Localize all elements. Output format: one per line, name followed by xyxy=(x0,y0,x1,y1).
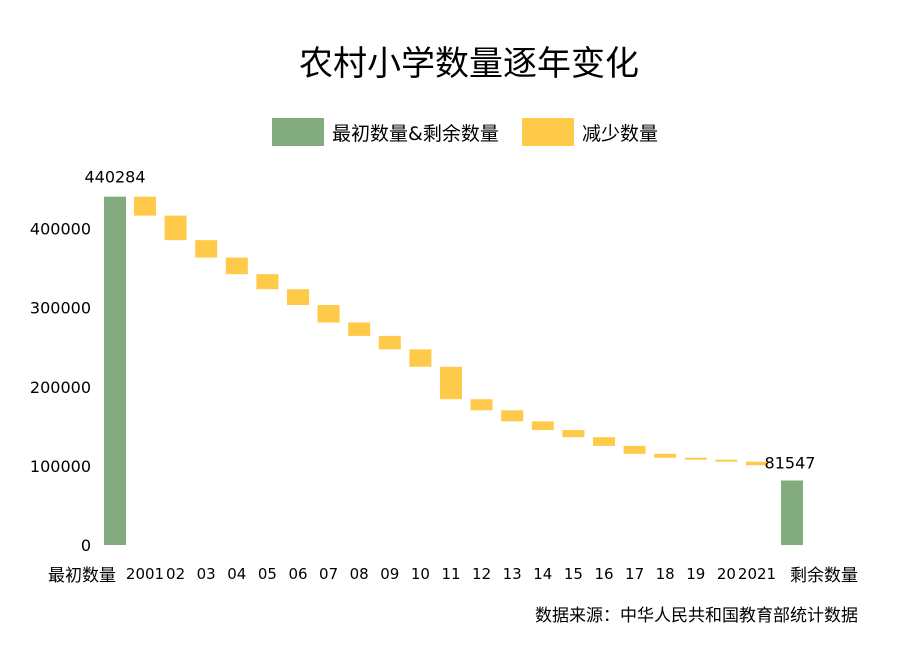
x-tick-label: 09 xyxy=(380,565,399,583)
x-tick-label: 2021 xyxy=(738,565,776,583)
bar-decrease xyxy=(562,430,585,438)
legend: 最初数量&剩余数量 减少数量 xyxy=(272,118,658,146)
chart-title: 农村小学数量逐年变化 xyxy=(299,44,639,84)
bar-decrease xyxy=(134,196,156,216)
bar-decrease xyxy=(164,215,187,241)
bars xyxy=(104,196,803,546)
y-tick-label: 100000 xyxy=(30,457,91,476)
x-tick-label: 2001 xyxy=(126,565,164,583)
x-tick-label: 12 xyxy=(472,565,491,583)
bar-decrease xyxy=(593,437,615,446)
bar-decrease xyxy=(531,421,554,431)
bar-decrease xyxy=(715,459,738,462)
x-tick-label: 04 xyxy=(227,565,246,583)
bar-decrease xyxy=(409,349,432,367)
x-label-initial: 最初数量 xyxy=(48,566,116,586)
value-label-initial: 440284 xyxy=(84,168,145,187)
x-tick-label: 15 xyxy=(564,565,583,583)
bar-decrease xyxy=(287,289,309,306)
x-tick-label: 17 xyxy=(625,565,644,583)
y-tick-label: 200000 xyxy=(30,378,91,397)
legend-swatch-decrease xyxy=(522,118,574,146)
x-label-final: 剩余数量 xyxy=(790,566,858,586)
bar-decrease xyxy=(654,453,677,458)
bar-decrease xyxy=(440,366,462,400)
x-tick-label: 07 xyxy=(319,565,338,583)
bar-decrease xyxy=(623,445,646,454)
bar-decrease xyxy=(501,410,524,422)
y-axis-ticks: 0 100000 200000 300000 400000 xyxy=(30,220,91,555)
bar-decrease xyxy=(746,461,768,466)
legend-label-totals: 最初数量&剩余数量 xyxy=(332,123,499,145)
x-tick-label: 10 xyxy=(411,565,430,583)
y-tick-label: 0 xyxy=(81,536,91,555)
x-tick-label: 14 xyxy=(533,565,552,583)
value-label-final: 81547 xyxy=(765,453,816,472)
legend-label-decrease: 减少数量 xyxy=(582,123,658,145)
bar-decrease xyxy=(684,457,707,460)
x-tick-label: 06 xyxy=(288,565,307,583)
bar-final xyxy=(781,480,803,545)
x-tick-label: 02 xyxy=(166,565,185,583)
legend-swatch-totals xyxy=(272,118,324,146)
bar-decrease xyxy=(317,305,340,323)
y-tick-label: 300000 xyxy=(30,299,91,318)
value-labels: 440284 81547 xyxy=(84,168,815,473)
x-tick-label: 05 xyxy=(258,565,277,583)
source-note: 数据来源：中华人民共和国教育部统计数据 xyxy=(535,606,858,626)
x-tick-label: 03 xyxy=(197,565,216,583)
x-tick-label: 18 xyxy=(656,565,675,583)
x-tick-label: 11 xyxy=(441,565,460,583)
x-tick-label: 13 xyxy=(503,565,522,583)
bar-decrease xyxy=(256,274,279,290)
bar-decrease xyxy=(225,257,248,275)
bar-decrease xyxy=(348,322,371,336)
bar-decrease xyxy=(378,335,401,350)
x-tick-label: 20 xyxy=(717,565,736,583)
bar-decrease xyxy=(470,399,493,411)
y-tick-label: 400000 xyxy=(30,220,91,239)
x-tick-label: 16 xyxy=(594,565,613,583)
x-axis-labels: 最初数量 2001 02 03 04 05 06 07 08 09 10 11 12 13 14 15 16 17… xyxy=(48,565,858,586)
bar-decrease xyxy=(195,240,218,258)
x-tick-label: 08 xyxy=(350,565,369,583)
x-tick-label: 19 xyxy=(686,565,705,583)
bar-initial xyxy=(104,196,126,546)
